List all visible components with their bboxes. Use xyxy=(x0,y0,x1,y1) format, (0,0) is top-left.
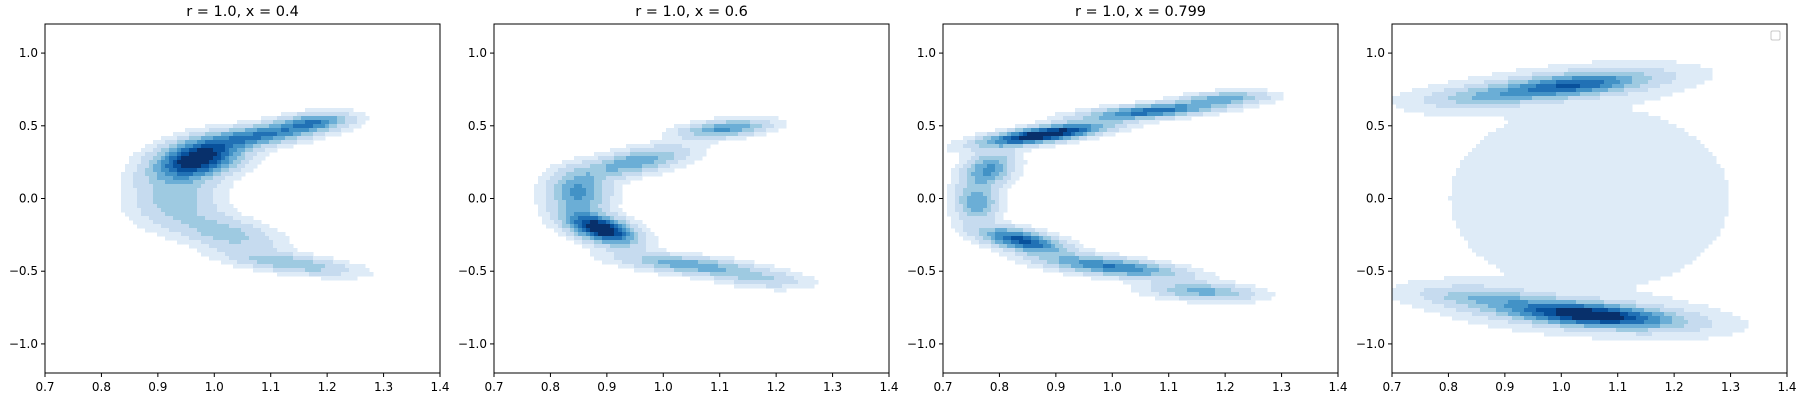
plot-area xyxy=(45,24,440,373)
panel-title: r = 1.0, x = 0.4 xyxy=(186,4,299,20)
x-tick-label: 1.0 xyxy=(205,380,224,394)
x-tick-label: 1.3 xyxy=(1721,380,1740,394)
x-tick-label: 1.2 xyxy=(1216,380,1235,394)
x-tick-label: 1.0 xyxy=(1103,380,1122,394)
x-tick-label: 0.8 xyxy=(990,380,1009,394)
x-tick-label: 1.2 xyxy=(767,380,786,394)
y-tick-label: 1.0 xyxy=(917,46,936,60)
x-tick-label: 1.4 xyxy=(1328,380,1347,394)
x-tick-label: 0.7 xyxy=(484,380,503,394)
x-tick-label: 0.8 xyxy=(1439,380,1458,394)
x-tick-label: 1.1 xyxy=(261,380,280,394)
x-tick-label: 1.2 xyxy=(1665,380,1684,394)
y-tick-label: 0.0 xyxy=(1366,192,1385,206)
panel-2: 0.7 0.8 0.9 1.0 1.1 1.2 1.3 1.4 −1.0 −0.5 0.0 0.5 1.… xyxy=(458,4,899,394)
contour-fill xyxy=(121,108,374,281)
contour-fill xyxy=(1392,60,1749,341)
y-tick-label: −1.0 xyxy=(458,337,487,351)
panel-3: 0.7 0.8 0.9 1.0 1.1 1.2 1.3 1.4 −1.0 −0.5 0.0 0.5 1.… xyxy=(907,4,1348,394)
contour-fill xyxy=(947,88,1284,305)
x-tick-label: 0.9 xyxy=(148,380,167,394)
y-tick-label: 0.5 xyxy=(1366,119,1385,133)
x-tick-label: 1.1 xyxy=(1159,380,1178,394)
y-tick-label: 0.5 xyxy=(917,119,936,133)
y-tick-label: 0.0 xyxy=(468,192,487,206)
y-tick-label: −0.5 xyxy=(907,264,936,278)
y-tick-label: 1.0 xyxy=(1366,46,1385,60)
y-tick-label: 0.0 xyxy=(19,192,38,206)
y-tick-label: 0.5 xyxy=(19,119,38,133)
x-tick-label: 1.0 xyxy=(1552,380,1571,394)
y-tick-label: 1.0 xyxy=(19,46,38,60)
x-tick-label: 0.9 xyxy=(1046,380,1065,394)
y-tick-label: −0.5 xyxy=(1356,264,1385,278)
panel-1: 0.7 0.8 0.9 1.0 1.1 1.2 1.3 1.4 −1.0 −0.5 0.0 0.5 1.… xyxy=(9,4,450,394)
x-tick-label: 0.7 xyxy=(933,380,952,394)
legend-box xyxy=(1770,30,1781,41)
y-tick-label: −1.0 xyxy=(1356,337,1385,351)
contour-fill xyxy=(534,116,819,293)
x-tick-label: 1.4 xyxy=(1777,380,1796,394)
x-tick-label: 1.2 xyxy=(318,380,337,394)
x-tick-label: 1.3 xyxy=(1272,380,1291,394)
x-tick-label: 1.3 xyxy=(374,380,393,394)
x-tick-label: 1.0 xyxy=(654,380,673,394)
x-tick-label: 0.9 xyxy=(1495,380,1514,394)
x-tick-label: 0.7 xyxy=(1382,380,1401,394)
y-tick-label: −1.0 xyxy=(9,337,38,351)
panel-4: 0.7 0.8 0.9 1.0 1.1 1.2 1.3 1.4 −1.0 −0.5 0.0 0.5 1.… xyxy=(1356,23,1797,394)
plot-area xyxy=(943,24,1338,373)
x-tick-label: 1.1 xyxy=(1608,380,1627,394)
y-tick-label: −1.0 xyxy=(907,337,936,351)
x-tick-label: 1.1 xyxy=(710,380,729,394)
x-tick-label: 1.4 xyxy=(430,380,449,394)
y-tick-label: 0.5 xyxy=(468,119,487,133)
x-tick-label: 0.9 xyxy=(597,380,616,394)
x-tick-label: 0.8 xyxy=(541,380,560,394)
y-tick-label: −0.5 xyxy=(9,264,38,278)
y-tick-label: 1.0 xyxy=(468,46,487,60)
y-tick-label: 0.0 xyxy=(917,192,936,206)
x-tick-label: 0.7 xyxy=(35,380,54,394)
x-tick-label: 1.3 xyxy=(823,380,842,394)
panel-title: r = 1.0, x = 0.6 xyxy=(635,4,748,20)
x-tick-label: 1.4 xyxy=(879,380,898,394)
panel-title: r = 1.0, x = 0.799 xyxy=(1075,4,1206,20)
x-tick-label: 0.8 xyxy=(92,380,111,394)
y-tick-label: −0.5 xyxy=(458,264,487,278)
